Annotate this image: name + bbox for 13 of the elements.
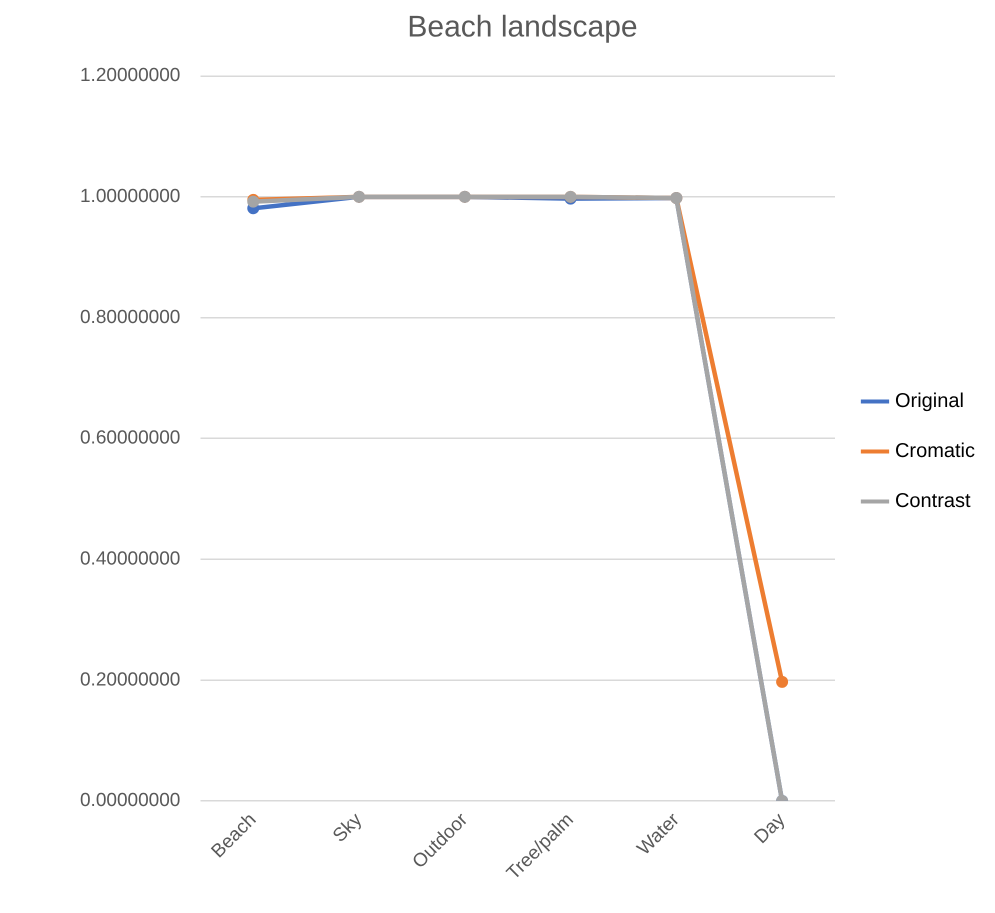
y-tick-label: 0.00000000 bbox=[80, 790, 180, 812]
y-tick-label: 0.60000000 bbox=[80, 428, 180, 449]
chart-title: Beach landscape bbox=[407, 10, 638, 44]
legend-label: Cromatic bbox=[894, 440, 976, 462]
y-tick-label: 1.00000000 bbox=[80, 186, 180, 208]
x-tick-label: Day bbox=[750, 809, 790, 848]
y-tick-label: 1.20000000 bbox=[80, 65, 180, 86]
legend-label: Original bbox=[894, 390, 964, 412]
y-tick-label: 0.40000000 bbox=[80, 548, 180, 570]
legend-label: Contrast bbox=[894, 490, 972, 512]
x-tick-label: Sky bbox=[329, 809, 367, 847]
y-tick-label: 0.20000000 bbox=[80, 669, 180, 690]
y-tick-label: 0.80000000 bbox=[80, 306, 180, 328]
